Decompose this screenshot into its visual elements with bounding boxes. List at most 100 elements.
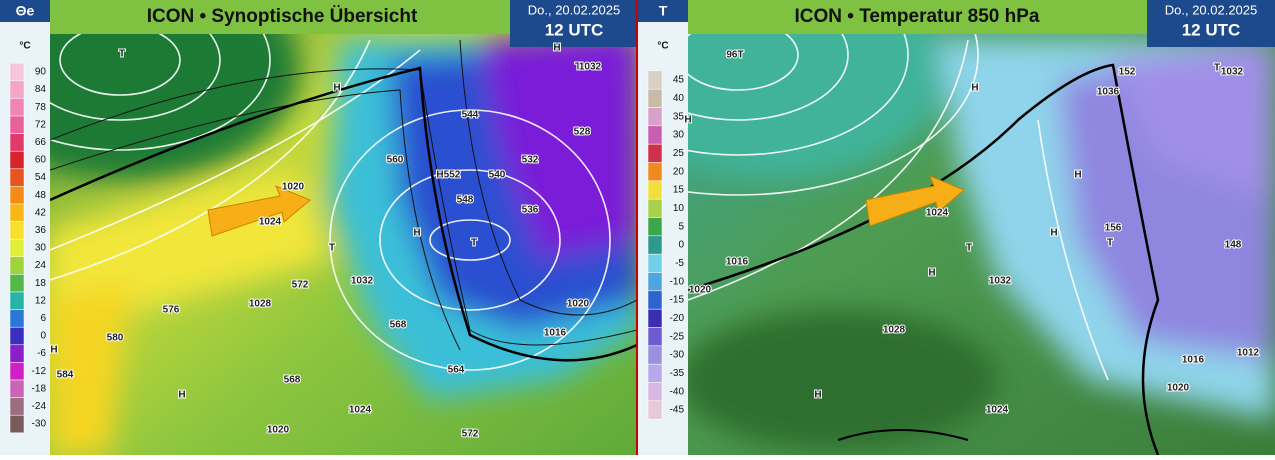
- legend-label: 84: [35, 84, 47, 95]
- legend-swatch: [647, 70, 663, 90]
- legend-label: 0: [678, 240, 684, 251]
- legend-swatch: [9, 168, 25, 187]
- map-label: 1032: [1221, 67, 1244, 78]
- map-label: T: [119, 49, 125, 60]
- legend-swatch: [9, 291, 25, 310]
- legend-swatch: [647, 345, 663, 365]
- time: 12 UTC: [545, 20, 604, 39]
- map-label: T: [1107, 238, 1113, 249]
- legend-swatch: [647, 235, 663, 255]
- legend-label: -15: [670, 295, 685, 306]
- map-label: 560: [387, 155, 404, 166]
- map: [688, 0, 1275, 455]
- legend-label: 78: [35, 102, 47, 113]
- legend-swatch: [9, 115, 25, 134]
- map-label: 572: [292, 280, 309, 291]
- arrow: [865, 175, 965, 227]
- legend-label: -20: [670, 313, 685, 324]
- date-box: [1147, 0, 1275, 47]
- map-label: T: [471, 238, 477, 249]
- legend-swatch: [9, 414, 25, 434]
- map-label: H: [814, 390, 821, 401]
- legend-label: -6: [37, 348, 46, 359]
- legend: [638, 0, 688, 455]
- map-label: 1012: [1237, 348, 1260, 359]
- legend-swatch: [9, 238, 25, 258]
- title-bar: [50, 0, 510, 34]
- map-label: 1028: [249, 299, 272, 310]
- legend-label: -35: [670, 368, 685, 379]
- legend-swatch: [9, 362, 25, 381]
- map-label: 1016: [1182, 355, 1205, 366]
- map-label: H: [413, 228, 420, 239]
- map-label: 584: [57, 370, 74, 381]
- legend-swatch: [9, 256, 25, 275]
- legend-label: -10: [670, 276, 685, 287]
- map-label: 528: [574, 127, 591, 138]
- legend-label: 6: [40, 313, 46, 324]
- legend-label: -30: [32, 419, 47, 430]
- map-label: H: [684, 115, 691, 126]
- legend-swatch: [9, 186, 25, 205]
- map-label: 568: [284, 375, 301, 386]
- map-label: 156: [1105, 223, 1122, 234]
- legend-label: 36: [35, 225, 47, 236]
- legend-swatch: [647, 272, 663, 292]
- legend-label: 15: [673, 185, 685, 196]
- legend-label: -12: [32, 366, 47, 377]
- map-label: 532: [522, 155, 539, 166]
- map-label: 1020: [282, 182, 305, 193]
- legend-swatch: [9, 203, 25, 222]
- map-label: 1024: [986, 405, 1009, 416]
- map-label: 540: [489, 170, 506, 181]
- map-title: ICON • Synoptische Übersicht: [147, 6, 418, 27]
- legend-unit: °C: [657, 41, 668, 52]
- map-label: T: [329, 243, 335, 254]
- legend-title: T: [659, 3, 668, 19]
- legend-swatch: [647, 382, 663, 402]
- map-label: 1024: [259, 217, 282, 228]
- legend-swatch: [9, 344, 25, 363]
- map-label: 148: [1225, 240, 1242, 251]
- map-label: 572: [462, 429, 479, 440]
- map-label: T: [575, 62, 581, 73]
- map-label: 580: [107, 333, 124, 344]
- panel: ICON • Synoptische Übersicht Do., 20.02.…: [0, 0, 638, 455]
- legend-label: -18: [32, 383, 47, 394]
- legend-swatch: [9, 309, 25, 328]
- legend-label: 25: [673, 148, 685, 159]
- map-label: 576: [163, 305, 180, 316]
- legend-swatch: [9, 133, 25, 152]
- map-label: 1020: [267, 425, 290, 436]
- date: Do., 20.02.2025: [528, 2, 621, 17]
- map-title: ICON • Temperatur 850 hPa: [795, 6, 1040, 27]
- legend-label: 30: [673, 130, 685, 141]
- legend-swatch: [647, 143, 663, 163]
- legend-swatch: [647, 107, 663, 127]
- legend-label: 0: [40, 331, 46, 342]
- legend-swatch: [9, 98, 25, 117]
- legend-label: 20: [673, 166, 685, 177]
- map-label: 1032: [351, 276, 374, 287]
- legend-label: 35: [673, 111, 685, 122]
- map-label: 548: [457, 195, 474, 206]
- map-label: H: [553, 43, 560, 54]
- legend-label: 45: [673, 75, 685, 86]
- map-label: H: [50, 345, 57, 356]
- legend-swatch: [647, 400, 663, 420]
- title-bar: [688, 0, 1147, 34]
- legend-label: -45: [670, 405, 685, 416]
- map-label: 1024: [926, 208, 949, 219]
- legend-label: 42: [35, 207, 47, 218]
- legend-swatch: [9, 397, 25, 416]
- legend-label: 90: [35, 67, 47, 78]
- legend-label: -30: [670, 350, 685, 361]
- map-label: H: [928, 268, 935, 279]
- legend-swatch: [647, 327, 663, 347]
- map-label: H: [971, 83, 978, 94]
- arrow: [207, 185, 311, 237]
- legend-swatch: [647, 363, 663, 383]
- map-label: 544: [462, 110, 479, 121]
- legend-label: 60: [35, 155, 47, 166]
